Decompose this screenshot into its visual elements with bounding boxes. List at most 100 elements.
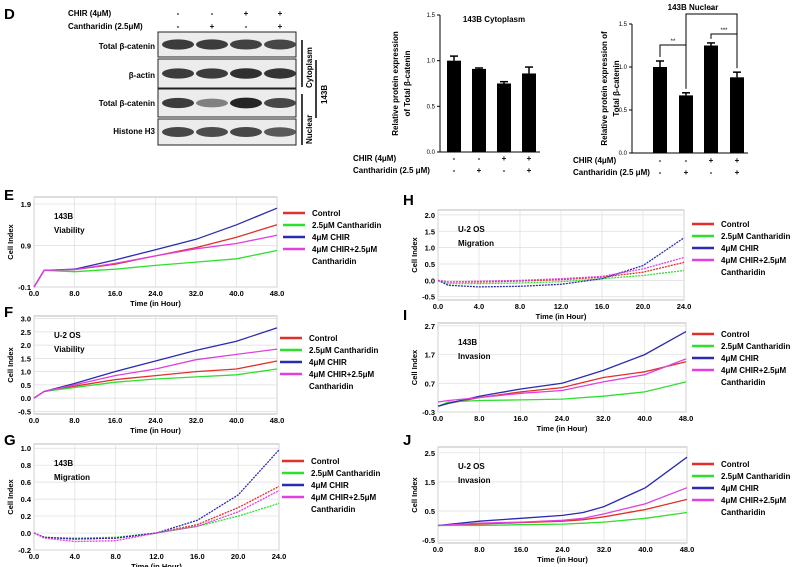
legend-label: Cantharidin <box>721 268 766 277</box>
y-tick-label: 0.9 <box>21 242 31 251</box>
legend-label: 2.5μM Cantharidin <box>721 342 790 351</box>
legend-label: 4μM CHIR <box>721 244 759 253</box>
y-axis-label: Cell Index <box>6 223 15 259</box>
y-axis-label: Cell Index <box>410 349 419 385</box>
x-axis-label: Time (in Hour) <box>536 312 587 321</box>
x-tick-label: 16.0 <box>595 302 610 311</box>
y-tick-label: 1.5 <box>425 227 435 236</box>
band-label-actin: β-actin <box>129 71 155 80</box>
treatment-label: Cantharidin (2.5 μM) <box>573 168 650 177</box>
x-tick-label: 20.0 <box>231 552 246 561</box>
plot-annotation: Viability <box>54 345 85 354</box>
legend-label: 4μM CHIR+2.5μM <box>721 366 786 375</box>
significance-label: *** <box>720 28 728 34</box>
legend-label: Control <box>309 334 337 343</box>
x-tick-label: 48.0 <box>270 416 285 425</box>
series-line <box>437 456 688 527</box>
treatment-label: CHIR (4μM) <box>573 156 616 165</box>
x-tick-label: 32.0 <box>597 545 612 554</box>
blot-band <box>230 97 262 109</box>
y-tick-label: 0.6 <box>21 478 31 487</box>
legend-label: 4μM CHIR <box>311 481 349 490</box>
cell-line-label: 143B <box>320 85 329 104</box>
treatment-sign: - <box>453 154 456 163</box>
plot-annotation: U-2 OS <box>54 331 81 340</box>
legend-label: 4μM CHIR+2.5μM <box>309 370 374 379</box>
x-tick-label: 8.0 <box>110 552 120 561</box>
y-axis-label: Relative protein expression <box>391 31 400 136</box>
x-tick-label: 16.0 <box>513 414 528 423</box>
y-tick-label: 1.5 <box>21 354 31 363</box>
bar <box>472 68 486 152</box>
x-tick-label: 4.0 <box>474 302 484 311</box>
y-tick-label: 0.5 <box>425 260 435 269</box>
y-axis-label: Relative protein expression of <box>600 31 609 146</box>
treatment-sign: + <box>278 9 283 18</box>
significance-label: ** <box>671 39 676 45</box>
series-line <box>438 511 688 527</box>
panel-label-f: F <box>4 304 13 321</box>
x-tick-label: 8.0 <box>69 289 79 298</box>
legend-label: 4μM CHIR+2.5μM <box>311 493 376 502</box>
y-tick-label: 2.0 <box>425 211 435 220</box>
y-tick-label: -0.3 <box>422 408 435 417</box>
series-line <box>437 331 687 407</box>
panel-label-e: E <box>4 187 14 204</box>
y-axis-label: Cell Index <box>6 346 15 382</box>
y-tick-label: -0.5 <box>422 293 435 302</box>
y-tick-label: 1.0 <box>425 244 435 253</box>
y-tick-label: 1.5 <box>427 13 436 19</box>
y-tick-label: 0.2 <box>21 512 31 521</box>
y-tick-label: 1.5 <box>619 22 628 28</box>
legend-label: 2.5μM Cantharidin <box>311 469 380 478</box>
bar <box>497 83 511 152</box>
chart-title: 143B Nuclear <box>668 3 719 12</box>
legend-label: Control <box>721 460 749 469</box>
y-tick-label: 0.0 <box>21 529 31 538</box>
bar-chart-cyto: 0.0 0.5 1.0 1.5 143B Cytoplasm Relative prote… <box>353 13 540 175</box>
legend-label: 4μM CHIR+2.5μM <box>721 496 786 505</box>
y-axis-label: Cell Index <box>410 236 419 272</box>
x-axis-label: Time (in Hour) <box>130 426 181 435</box>
plot-annotation: Migration <box>458 239 494 248</box>
panel-label-g: G <box>4 432 16 449</box>
x-tick-label: 8.0 <box>515 302 525 311</box>
line-chart-H: 0.0 4.0 8.0 12.0 16.0 20.0 24.0-0.50.00.51.01.… <box>410 209 790 321</box>
y-tick-label: 0.0 <box>21 394 31 403</box>
legend-label: Cantharidin <box>311 505 356 514</box>
plot-annotation: Invasion <box>458 352 491 361</box>
bar <box>704 45 718 153</box>
x-tick-label: 48.0 <box>680 545 695 554</box>
blot-band <box>196 39 228 50</box>
fraction-cytoplasm: Cytoplasm <box>305 47 314 88</box>
x-tick-label: 8.0 <box>474 414 484 423</box>
plot-annotation: U-2 OS <box>458 225 485 234</box>
treatment-sign: - <box>710 168 713 177</box>
blot-band <box>264 98 296 108</box>
treatment-sign: + <box>527 154 532 163</box>
x-tick-label: 16.0 <box>108 416 123 425</box>
legend-label: 4μM CHIR+2.5μM <box>312 245 377 254</box>
band-label-histone: Histone H3 <box>113 127 155 136</box>
western-blot: CHIR (4μM) Cantharidin (2.5μM) Total β-c… <box>68 9 329 146</box>
fraction-nuclear: Nuclear <box>305 115 314 144</box>
series-line <box>33 490 280 543</box>
x-tick-label: 16.0 <box>190 552 205 561</box>
series-line <box>437 269 685 285</box>
legend-label: 4μM CHIR <box>721 484 759 493</box>
bar <box>653 67 667 153</box>
y-tick-label: 0.7 <box>425 379 435 388</box>
x-tick-label: 40.0 <box>229 289 244 298</box>
y-tick-label: 0.4 <box>21 495 32 504</box>
y-tick-label: 2.5 <box>21 328 31 337</box>
legend-label: 2.5μM Cantharidin <box>721 232 790 241</box>
x-tick-label: 24.0 <box>677 302 692 311</box>
x-tick-label: 0.0 <box>29 416 39 425</box>
line-chart-E: 0.0 8.0 16.0 24.0 32.0 40.0 48.0 -0.1 0.9 1.9 Time… <box>6 196 381 308</box>
blot-band <box>230 39 262 50</box>
legend-label: Control <box>312 209 340 218</box>
x-tick-label: 0.0 <box>433 545 443 554</box>
treatment-sign: + <box>477 166 482 175</box>
y-tick-label: -0.1 <box>18 283 31 292</box>
x-tick-label: 16.0 <box>514 545 529 554</box>
